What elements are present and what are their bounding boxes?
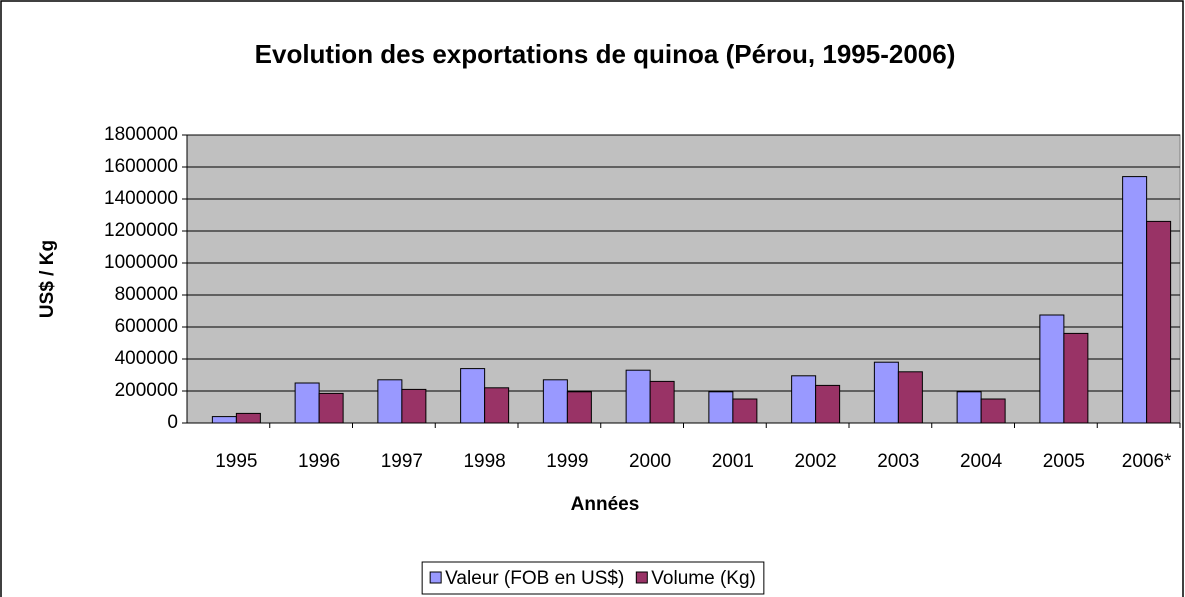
- x-tick-label: 2001: [712, 451, 754, 472]
- y-tick-label: 1400000: [104, 188, 178, 209]
- bar: [566, 391, 592, 424]
- bar: [235, 412, 261, 424]
- x-tick-label: 2003: [877, 451, 919, 472]
- bar: [484, 387, 510, 424]
- y-tick-label: 600000: [115, 316, 178, 337]
- x-tick-label: 1999: [546, 451, 588, 472]
- bar: [318, 392, 344, 424]
- y-tick-label: 1800000: [104, 124, 178, 145]
- y-tick-label: 1200000: [104, 220, 178, 241]
- bar: [791, 375, 817, 424]
- x-tick-label: 1997: [381, 451, 423, 472]
- bar: [649, 380, 675, 424]
- bar: [1122, 176, 1148, 424]
- legend-label: Volume (Kg): [651, 568, 756, 589]
- plot-area: [186, 134, 1181, 424]
- y-axis-label: US$ / Kg: [37, 240, 58, 318]
- y-tick-label: 200000: [115, 380, 178, 401]
- legend-swatch: [429, 571, 442, 584]
- bar: [377, 379, 403, 424]
- x-tick-label: 2004: [960, 451, 1003, 472]
- x-tick-label: 2002: [794, 451, 836, 472]
- bar: [708, 391, 734, 424]
- bar: [294, 382, 320, 424]
- legend: Valeur (FOB en US$) Volume (Kg): [421, 561, 765, 595]
- bar: [815, 384, 841, 424]
- x-tick-label: 1995: [215, 451, 257, 472]
- bar: [873, 361, 899, 424]
- bar: [401, 388, 427, 424]
- bar: [211, 416, 237, 424]
- x-tick-label: 2006*: [1122, 451, 1172, 472]
- x-tick-label: 2000: [629, 451, 671, 472]
- y-tick-label: 1000000: [104, 252, 178, 273]
- bar: [980, 398, 1006, 424]
- y-tick-label: 400000: [115, 348, 178, 369]
- bar: [732, 398, 758, 424]
- legend-swatch: [635, 571, 648, 584]
- x-tick-label: 1996: [298, 451, 340, 472]
- y-tick-label: 1600000: [104, 156, 178, 177]
- legend-box: [421, 561, 765, 595]
- bar: [625, 369, 651, 424]
- legend-label: Valeur (FOB en US$): [445, 568, 624, 589]
- bar: [460, 368, 486, 424]
- chart-title: Evolution des exportations de quinoa (Pé…: [255, 39, 956, 69]
- bar: [956, 391, 982, 424]
- x-axis-label: Années: [571, 494, 640, 515]
- bar: [1063, 332, 1089, 424]
- x-tick-label: 2005: [1043, 451, 1085, 472]
- y-tick-label: 0: [167, 412, 178, 433]
- bar: [542, 379, 568, 424]
- bar: [1039, 314, 1065, 424]
- bar: [1146, 220, 1172, 424]
- x-tick-label: 1998: [463, 451, 505, 472]
- bar: [897, 371, 923, 424]
- y-tick-label: 800000: [115, 284, 178, 305]
